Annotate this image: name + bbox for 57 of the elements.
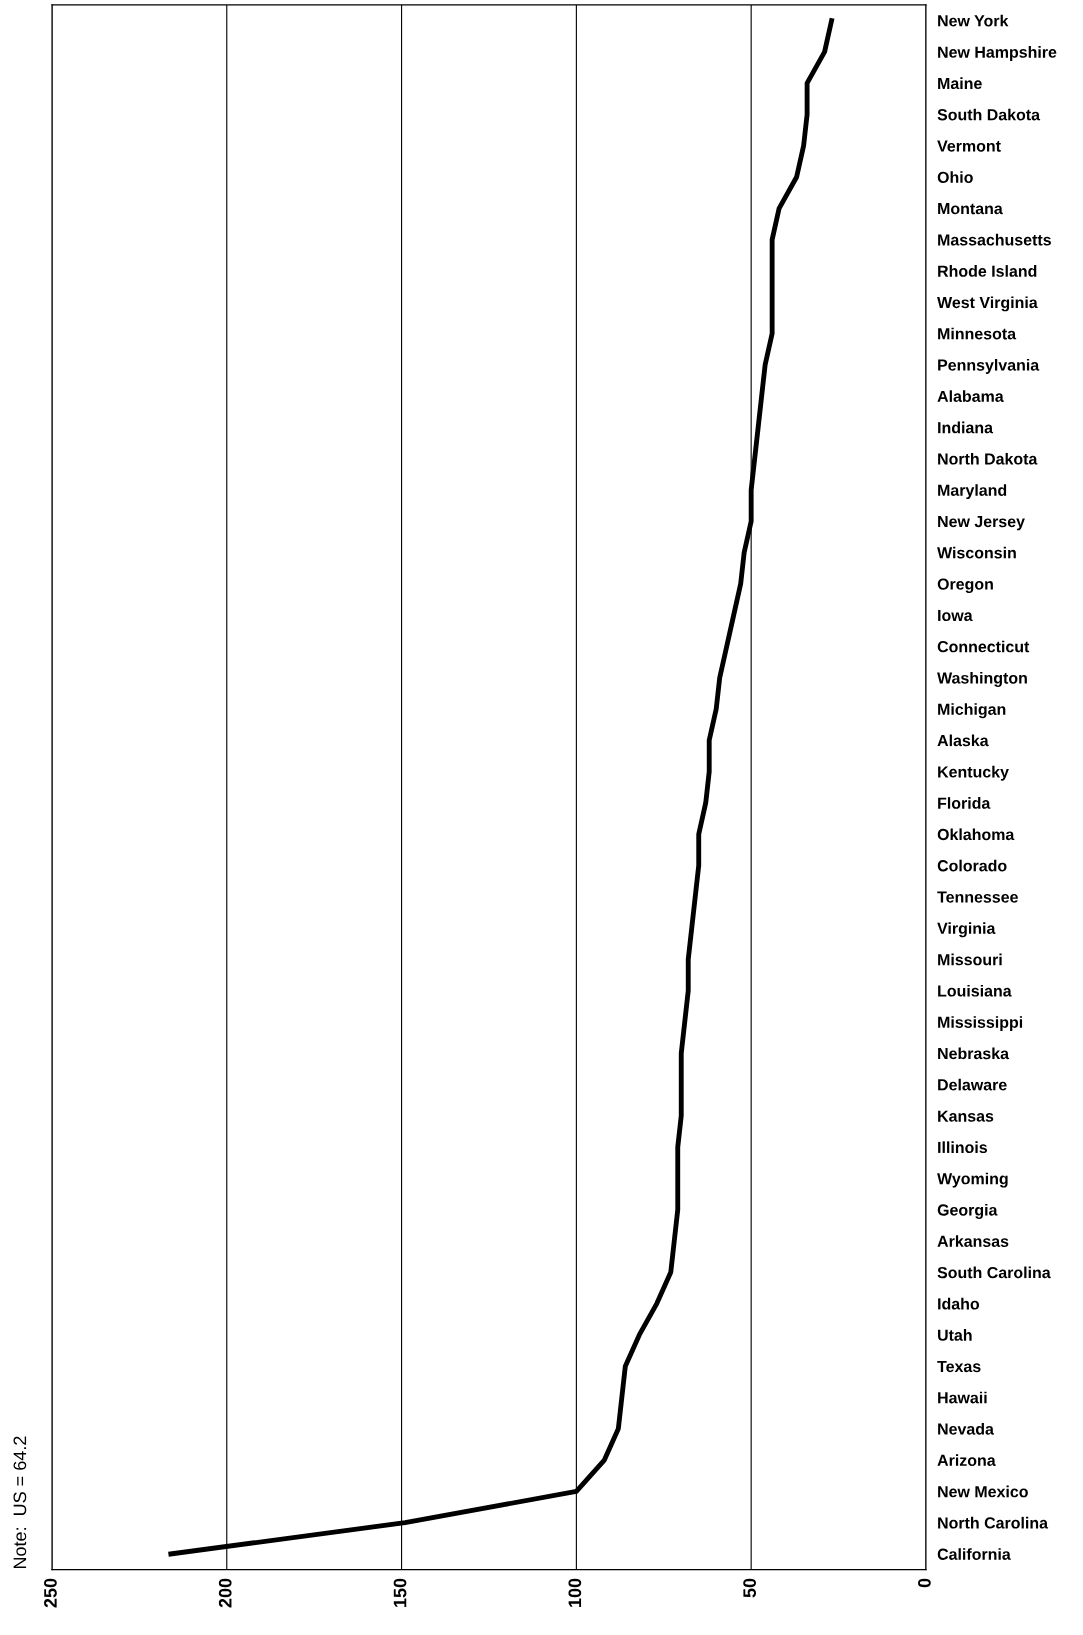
y-tick-label: North Carolina bbox=[938, 1516, 1049, 1529]
y-tick-label: Washington bbox=[937, 671, 1027, 687]
y-tick-label: Georgia bbox=[937, 1203, 998, 1219]
y-tick-label: Nevada bbox=[938, 1422, 994, 1435]
x-tick-label: 50 bbox=[743, 1578, 757, 1598]
y-tick-label: Utah bbox=[938, 1329, 972, 1341]
y-tick-label: Arizona bbox=[937, 1454, 996, 1467]
y-tick-label: Maine bbox=[938, 77, 982, 90]
y-tick-label: California bbox=[937, 1548, 1011, 1560]
y-tick-label: New Jersey bbox=[938, 516, 1025, 531]
y-tick-label: Louisiana bbox=[938, 984, 1012, 997]
y-tick-label: Kansas bbox=[938, 1110, 994, 1122]
y-tick-label: Missouri bbox=[938, 953, 1002, 966]
y-tick-label: Iowa bbox=[938, 609, 973, 622]
y-tick-label: Tennessee bbox=[937, 891, 1018, 903]
y-tick-label: Rhode Island bbox=[938, 265, 1037, 277]
x-tick-label: 0 bbox=[918, 1578, 931, 1588]
y-tick-label: Oklahoma bbox=[937, 828, 1015, 841]
y-tick-label: Maryland bbox=[938, 484, 1007, 500]
x-tick-label: 150 bbox=[393, 1578, 407, 1607]
text: Note: US = 64.2 bbox=[13, 1436, 27, 1569]
y-tick-label: Florida bbox=[938, 797, 991, 809]
y-tick-label: North Dakota bbox=[938, 452, 1038, 465]
y-tick-label: Wisconsin bbox=[937, 546, 1016, 559]
y-tick-label: Indiana bbox=[938, 421, 994, 434]
y-tick-label: Texas bbox=[937, 1360, 981, 1373]
y-tick-label: Virginia bbox=[937, 922, 996, 938]
x-tick-label: 100 bbox=[568, 1578, 582, 1607]
y-tick-label: Kentucky bbox=[938, 765, 1009, 781]
y-tick-label: Vermont bbox=[937, 140, 1001, 152]
y-tick-label: Oregon bbox=[937, 578, 993, 593]
y-tick-label: Ohio bbox=[937, 171, 973, 183]
y-tick-label: Hawaii bbox=[938, 1391, 987, 1404]
y-tick-label: New Mexico bbox=[938, 1485, 1028, 1498]
x-tick-label: 200 bbox=[218, 1578, 232, 1608]
y-tick-label: Idaho bbox=[938, 1297, 980, 1310]
x-tick-label: 250 bbox=[44, 1578, 57, 1608]
y-tick-label: New Hampshire bbox=[938, 46, 1057, 61]
y-tick-label: Nebraska bbox=[938, 1047, 1010, 1060]
y-tick-label: Michigan bbox=[938, 703, 1006, 719]
y-tick-label: South Dakota bbox=[937, 108, 1041, 121]
y-tick-label: Alabama bbox=[937, 390, 1004, 403]
y-tick-label: Wyoming bbox=[937, 1172, 1008, 1188]
y-tick-label: Connecticut bbox=[937, 640, 1030, 653]
y-tick-label: Colorado bbox=[937, 859, 1007, 872]
y-tick-label: West Virginia bbox=[937, 296, 1038, 312]
y-tick-label: Alaska bbox=[937, 734, 989, 747]
y-tick-label: New York bbox=[938, 14, 1009, 27]
y-tick-label: Pennsylvania bbox=[938, 359, 1040, 374]
y-tick-label: Illinois bbox=[938, 1141, 988, 1154]
y-tick-label: Minnesota bbox=[938, 327, 1017, 340]
y-tick-label: Montana bbox=[938, 203, 1003, 215]
y-tick-label: Delaware bbox=[938, 1078, 1007, 1091]
y-tick-label: South Carolina bbox=[937, 1266, 1051, 1279]
y-tick-label: Arkansas bbox=[937, 1235, 1009, 1247]
y-tick-label: Mississippi bbox=[938, 1016, 1023, 1032]
y-tick-label: Massachusetts bbox=[938, 233, 1051, 246]
